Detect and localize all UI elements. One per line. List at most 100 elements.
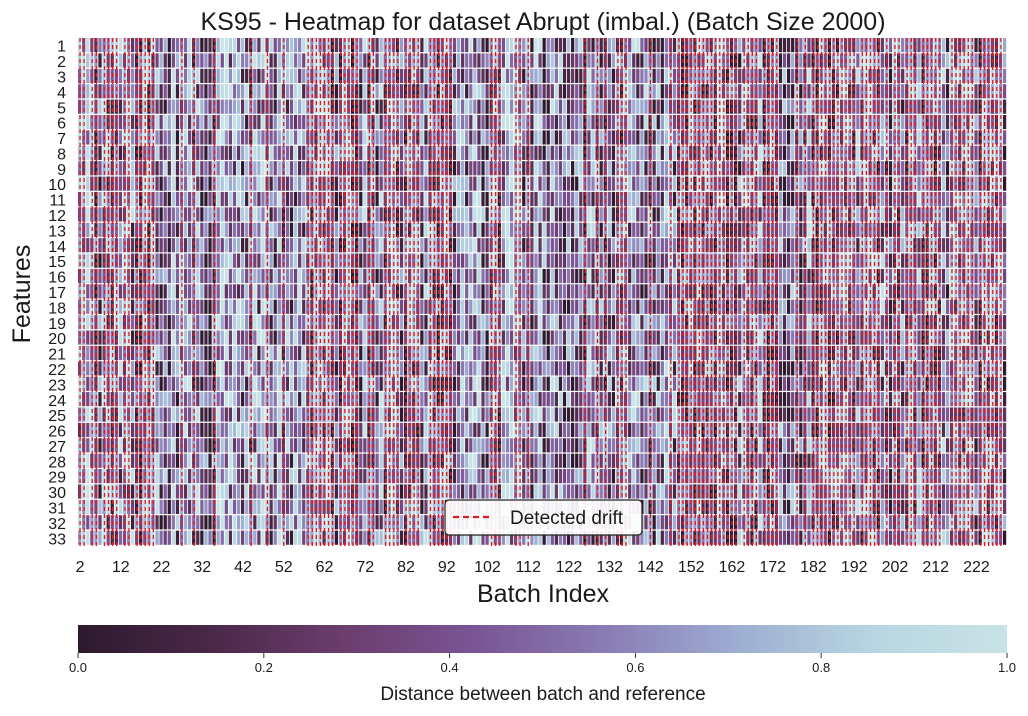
heatmap-cell (236, 161, 241, 176)
heatmap-cell (782, 99, 787, 114)
heatmap-cell (571, 130, 575, 145)
heatmap-cell (554, 176, 558, 191)
heatmap-cell (534, 176, 538, 191)
heatmap-cell (640, 145, 644, 160)
heatmap-cell (98, 330, 102, 345)
heatmap-cell (461, 268, 465, 284)
heatmap-cell (277, 315, 281, 330)
heatmap-cell (257, 99, 261, 114)
heatmap-cell (998, 176, 1003, 191)
heatmap-cell (917, 53, 921, 68)
heatmap-cell (501, 114, 506, 130)
heatmap-cell (782, 315, 787, 330)
heatmap-cell (432, 330, 436, 345)
heatmap-cell (465, 345, 469, 361)
heatmap-cell (171, 268, 175, 284)
heatmap-cell (167, 315, 171, 330)
heatmap-cell (1002, 99, 1007, 114)
heatmap-cell (575, 238, 579, 253)
heatmap-cell (917, 84, 921, 99)
heatmap-cell (196, 284, 200, 299)
heatmap-cell (318, 238, 322, 253)
heatmap-cell (240, 84, 245, 99)
heatmap-cell (126, 84, 131, 99)
heatmap-cell (183, 114, 188, 130)
heatmap-cell (778, 284, 783, 299)
heatmap-cell (856, 345, 860, 361)
heatmap-cell (302, 38, 306, 53)
heatmap-cell (253, 238, 257, 253)
heatmap-cell (778, 38, 783, 53)
heatmap-cell (949, 161, 954, 176)
heatmap-cell (799, 114, 803, 130)
heatmap-cell (721, 84, 726, 99)
heatmap-cell (978, 345, 982, 361)
heatmap-cell (363, 222, 367, 237)
heatmap-cell (208, 222, 212, 237)
heatmap-cell (285, 191, 290, 207)
heatmap-cell (929, 330, 933, 345)
heatmap-cell (293, 238, 298, 253)
heatmap-cell (147, 84, 151, 99)
heatmap-cell (550, 53, 554, 68)
heatmap-cell (477, 114, 481, 130)
heatmap-cell (240, 238, 245, 253)
heatmap-cell (933, 345, 937, 361)
heatmap-cell (420, 268, 424, 284)
heatmap-cell (901, 238, 905, 253)
heatmap-cell (538, 284, 542, 299)
heatmap-cell (566, 253, 571, 268)
heatmap-cell (420, 207, 424, 222)
heatmap-cell (212, 253, 216, 268)
heatmap-cell (379, 330, 383, 345)
heatmap-cell (273, 130, 277, 145)
heatmap-cell (962, 99, 966, 114)
heatmap-cell (562, 361, 567, 376)
heatmap-cell (383, 99, 387, 114)
heatmap-cell (664, 176, 669, 191)
heatmap-cell (379, 145, 383, 160)
heatmap-cell (204, 191, 208, 207)
heatmap-cell (501, 315, 506, 330)
heatmap-cell (550, 161, 554, 176)
heatmap-cell (664, 130, 669, 145)
heatmap-cell (436, 330, 440, 345)
heatmap-cell (420, 284, 424, 299)
heatmap-cell (326, 238, 330, 253)
heatmap-cell (571, 284, 575, 299)
heatmap-cell (216, 268, 220, 284)
heatmap-cell (269, 38, 273, 53)
heatmap-cell (363, 84, 367, 99)
heatmap-cell (974, 161, 978, 176)
heatmap-cell (534, 130, 538, 145)
heatmap-cell (469, 268, 473, 284)
heatmap-cell (913, 84, 917, 99)
heatmap-cell (884, 253, 889, 268)
heatmap-cell (481, 161, 485, 176)
heatmap-cell (351, 330, 355, 345)
heatmap-cell (257, 253, 261, 268)
heatmap-cell (175, 176, 180, 191)
heatmap-cell (501, 222, 506, 237)
heatmap-cell (289, 53, 294, 68)
heatmap-cell (318, 161, 322, 176)
heatmap-cell (778, 238, 783, 253)
heatmap-cell (888, 238, 893, 253)
heatmap-cell (827, 99, 831, 114)
heatmap-cell (945, 114, 950, 130)
heatmap-cell (265, 99, 269, 114)
heatmap-cell (200, 53, 204, 68)
heatmap-cell (98, 207, 102, 222)
heatmap-cell (579, 114, 583, 130)
heatmap-cell (436, 253, 440, 268)
heatmap-cell (681, 161, 685, 176)
heatmap-cell (147, 253, 151, 268)
heatmap-cell (151, 330, 155, 345)
heatmap-cell (994, 84, 999, 99)
heatmap-cell (538, 145, 542, 160)
heatmap-cell (171, 222, 175, 237)
heatmap-cell (236, 238, 241, 253)
heatmap-cell (200, 361, 204, 376)
heatmap-cell (689, 253, 693, 268)
heatmap-cell (844, 176, 848, 191)
